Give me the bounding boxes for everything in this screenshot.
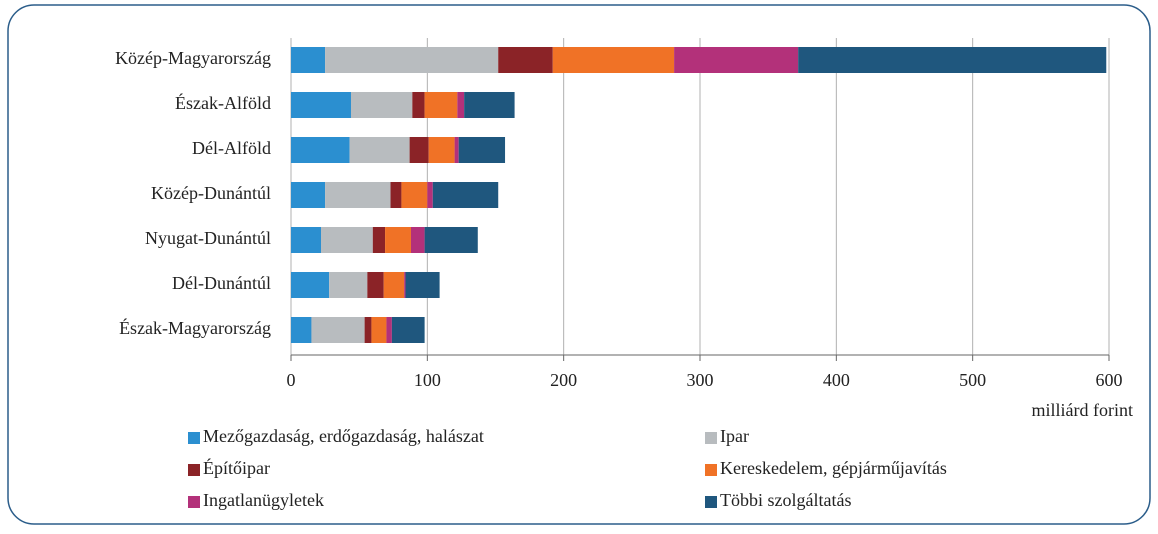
bar-segment (372, 227, 386, 253)
x-tick-label: 400 (823, 370, 850, 390)
bar-segment (412, 92, 425, 118)
bar-segment (325, 47, 499, 73)
bar-segment (390, 182, 402, 208)
y-tick-label: Közép-Dunántúl (151, 183, 271, 203)
bar-segment (367, 272, 384, 298)
bar-segment (329, 272, 368, 298)
bar-segment (291, 317, 312, 343)
legend-swatch (188, 496, 200, 508)
legend-label: Mezőgazdaság, erdőgazdaság, halászat (203, 426, 484, 446)
bar-segment (428, 137, 455, 163)
bar-segment (457, 92, 465, 118)
bar-segment (454, 137, 459, 163)
y-tick-label: Dél-Alföld (192, 138, 271, 158)
x-tick-label: 500 (959, 370, 986, 390)
bar-segment (311, 317, 365, 343)
bar-segment (405, 272, 440, 298)
bar-segment (552, 47, 675, 73)
bar-segment (386, 317, 392, 343)
x-tick-label: 100 (414, 370, 441, 390)
y-tick-label: Észak-Alföld (175, 92, 271, 113)
bar-segment (291, 137, 350, 163)
frame (7, 4, 1151, 525)
x-tick-label: 600 (1096, 370, 1123, 390)
bar-segment (291, 227, 321, 253)
bar-segment (458, 137, 506, 163)
bar-segment (364, 317, 372, 343)
bar-segment (385, 227, 411, 253)
x-axis-label: milliárd forint (1032, 400, 1133, 420)
bar-segment (291, 272, 330, 298)
bar-segment (424, 92, 458, 118)
x-tick-label: 0 (287, 370, 296, 390)
bar-segment (325, 182, 391, 208)
bar-segment (798, 47, 1107, 73)
bar-segment (410, 227, 425, 253)
y-tick-label: Közép-Magyarország (115, 48, 271, 68)
bar-segment (350, 92, 413, 118)
bar-segment (464, 92, 515, 118)
legend-label: Ingatlanügyletek (203, 490, 324, 510)
bar-segment (371, 317, 387, 343)
bar-segment (404, 272, 406, 298)
bar-segment (674, 47, 799, 73)
x-tick-label: 200 (550, 370, 577, 390)
legend-label: Ipar (720, 426, 749, 446)
legend-label: Építőipar (203, 457, 270, 478)
bar-segment (349, 137, 410, 163)
legend-label: Kereskedelem, gépjárműjavítás (720, 458, 947, 478)
bar-segment (432, 182, 499, 208)
legend-swatch (188, 464, 200, 476)
legend-swatch (705, 432, 717, 444)
bar-segment (427, 182, 433, 208)
legend-swatch (705, 496, 717, 508)
bar-segment (424, 227, 478, 253)
bar-segment (320, 227, 373, 253)
y-tick-label: Nyugat-Dunántúl (145, 228, 271, 248)
bar-segment (409, 137, 429, 163)
bar-segment (401, 182, 428, 208)
bar-segment (498, 47, 553, 73)
legend-label: Többi szolgáltatás (720, 490, 851, 510)
x-tick-label: 300 (687, 370, 714, 390)
legend-swatch (705, 464, 717, 476)
bar-segment (383, 272, 405, 298)
bar-segment (291, 182, 326, 208)
y-tick-label: Dél-Dunántúl (172, 273, 271, 293)
bar-segment (291, 47, 326, 73)
y-tick-label: Észak-Magyarország (119, 317, 271, 338)
bar-segment (391, 317, 425, 343)
legend-swatch (188, 432, 200, 444)
bar-segment (291, 92, 351, 118)
